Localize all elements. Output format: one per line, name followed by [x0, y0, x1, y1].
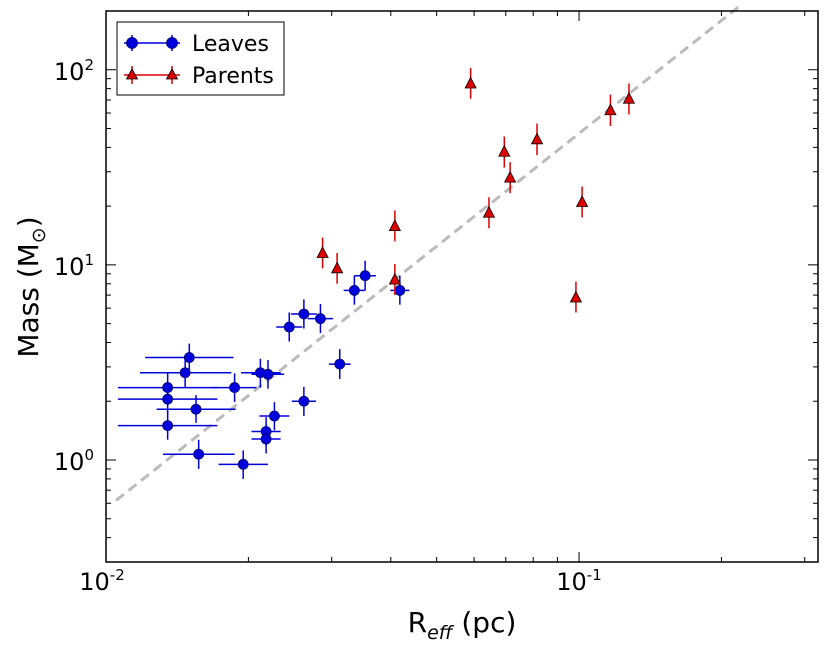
fit-line	[115, 5, 741, 502]
parent-point	[575, 195, 589, 207]
legend-marker-leaves	[124, 35, 180, 51]
y-tick-base: 10	[54, 58, 85, 86]
plot-frame	[105, 10, 819, 563]
x-tick-base: 10	[79, 568, 110, 596]
leaf-point	[237, 458, 249, 470]
parent-point	[569, 290, 583, 303]
x-tick-label-1e-2: 10-2	[79, 566, 125, 596]
parent-point	[464, 76, 477, 89]
ticks-layer	[105, 10, 818, 563]
leaf-point	[229, 382, 240, 393]
y-tick-exponent: 2	[84, 56, 94, 74]
y-tick-label-1e0: 100	[54, 446, 94, 476]
parent-point	[503, 170, 517, 183]
y-tick-base: 10	[54, 253, 85, 281]
leaf-point	[162, 393, 174, 405]
x-tick-label-1e-1: 10-1	[556, 566, 602, 596]
parent-point	[330, 261, 344, 274]
leaf-point	[262, 368, 274, 380]
leaf-point	[269, 410, 280, 422]
y-axis-label-subscript: ⊙	[28, 227, 50, 243]
leaf-point	[394, 284, 406, 296]
y-axis-label-close: )	[12, 216, 45, 227]
parent-point	[530, 132, 544, 145]
series-leaves	[117, 260, 410, 479]
legend-label-parents: Parents	[192, 64, 274, 89]
leaf-point	[193, 448, 205, 460]
y-axis-label-text: Mass (M	[12, 243, 45, 357]
x-axis-label: Reff (pc)	[408, 606, 517, 644]
svg-text:101: 101	[54, 251, 94, 281]
y-tick-exponent: 1	[84, 251, 94, 269]
leaf-point	[162, 420, 174, 432]
leaf-point	[298, 308, 310, 320]
legend-frame	[116, 21, 285, 96]
data-points-layer	[117, 68, 636, 479]
x-tick-base: 10	[556, 568, 587, 596]
leaf-point	[359, 270, 371, 282]
parent-point	[388, 219, 402, 231]
x-tick-exponent: -2	[110, 566, 125, 584]
legend-marker-parents	[124, 66, 180, 84]
series-parents	[316, 68, 636, 313]
parent-point	[622, 91, 636, 104]
legend: Leaves Parents	[116, 21, 285, 96]
y-tick-label-1e1: 101	[54, 251, 94, 281]
leaf-point	[348, 284, 360, 296]
leaf-point	[334, 358, 346, 370]
svg-text:10-2: 10-2	[79, 566, 125, 596]
svg-text:102: 102	[54, 56, 94, 86]
x-axis-label-unit: (pc)	[452, 606, 516, 639]
x-tick-exponent: -1	[587, 566, 602, 584]
leaf-point	[298, 395, 310, 407]
y-axis-label: Mass (M⊙)	[12, 216, 50, 357]
svg-text:100: 100	[54, 446, 94, 476]
x-axis-label-subscript: eff	[427, 622, 455, 644]
leaf-point	[190, 403, 202, 415]
svg-text:10-1: 10-1	[556, 566, 602, 596]
x-axis-label-base: R	[408, 606, 427, 639]
y-tick-label-1e2: 102	[54, 56, 94, 86]
parent-point	[498, 144, 511, 157]
legend-label-leaves: Leaves	[192, 32, 269, 57]
parent-point	[316, 246, 329, 258]
y-tick-base: 10	[54, 448, 85, 476]
parent-point	[604, 103, 617, 116]
leaf-point	[183, 352, 195, 363]
leaf-point	[315, 313, 326, 325]
fit-line-layer	[115, 5, 741, 502]
y-tick-exponent: 0	[84, 446, 94, 464]
leaf-point	[283, 321, 295, 333]
parent-point	[482, 205, 496, 218]
leaf-point	[179, 367, 191, 379]
parent-point	[388, 272, 402, 285]
leaf-point	[260, 433, 272, 445]
